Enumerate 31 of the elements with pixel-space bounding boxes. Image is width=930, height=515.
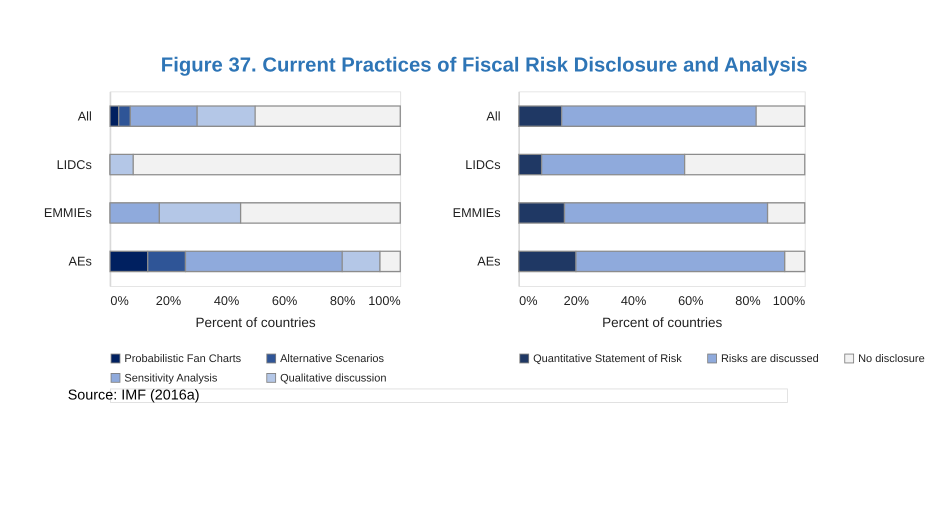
legend-label: Alternative Scenarios [280,352,385,365]
y-tick-label: LIDCs [56,158,92,172]
x-tick-label: 60% [678,294,704,308]
x-tick-label: 60% [272,294,298,308]
text: Figure 37. Current Practices of Fiscal Risk Disclosure and Analysis [160,54,808,77]
y-tick-label: AEs [68,254,92,269]
x-axis-title: Percent of countries [195,315,316,330]
x-tick-label: 40% [620,294,646,308]
legend-label: Quantitative Statement of Risk [533,352,682,365]
y-tick-label: LIDCs [465,158,501,172]
x-tick-label: 80% [735,294,761,308]
x-tick-label: 0% [519,294,538,308]
x-tick-label: 0% [110,294,129,308]
legend-label: No disclosure [858,352,925,365]
y-tick-label: EMMIEs [452,206,501,220]
legend-label: Sensitivity Analysis [124,372,218,384]
x-tick-label: 40% [214,294,240,308]
x-tick-label: 80% [330,294,356,308]
legend-label: Risks are discussed [720,352,819,365]
legend-label: Qualitative discussion [280,372,386,384]
x-tick-label: 100% [772,294,806,308]
x-tick-label: 20% [564,294,590,308]
source-note: Source: IMF (2016a) [68,387,200,404]
x-tick-label: 100% [368,294,401,308]
y-tick-label: EMMIEs [44,206,92,220]
x-tick-label: 20% [156,294,182,308]
y-tick-label: All [486,109,501,124]
y-tick-label: All [78,109,92,124]
y-tick-label: AEs [477,254,501,269]
legend-label: Probabilistic Fan Charts [124,352,242,365]
x-axis-title: Percent of countries [602,315,723,330]
